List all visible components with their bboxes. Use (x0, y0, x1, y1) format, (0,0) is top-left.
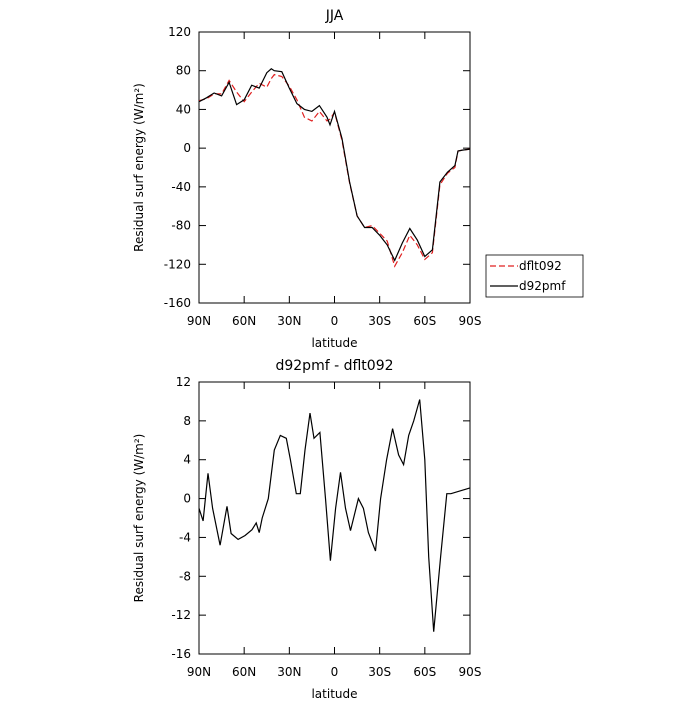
y-tick-label: -120 (164, 257, 191, 271)
data-line (198, 68, 471, 262)
x-tick-label: 30N (277, 314, 301, 328)
x-tick-label: 0 (331, 314, 339, 328)
x-tick-label: 60S (413, 314, 436, 328)
y-tick-label: 12 (176, 375, 191, 389)
y-axis-label: Residual surf energy (W/m²) (132, 434, 146, 603)
x-tick-label: 30S (368, 314, 391, 328)
y-tick-label: -16 (171, 647, 191, 661)
legend-label: d92pmf (519, 279, 566, 293)
y-tick-label: -160 (164, 296, 191, 310)
y-tick-label: 120 (168, 25, 191, 39)
chart-title: JJA (325, 8, 344, 24)
y-tick-label: 0 (183, 141, 191, 155)
y-tick-label: 8 (183, 414, 191, 428)
data-line (198, 399, 471, 632)
x-tick-label: 60S (413, 665, 436, 679)
y-tick-label: -4 (179, 530, 191, 544)
x-tick-label: 60N (232, 314, 256, 328)
x-tick-label: 90S (459, 314, 482, 328)
y-tick-label: 80 (176, 64, 191, 78)
y-tick-label: 4 (183, 453, 191, 467)
plot-frame (198, 31, 471, 304)
x-tick-label: 30S (368, 665, 391, 679)
y-tick-label: -40 (171, 180, 191, 194)
x-tick-label: 90S (459, 665, 482, 679)
x-tick-label: 90N (187, 665, 211, 679)
chart-title: d92pmf - dflt092 (275, 358, 393, 374)
y-tick-label: -8 (179, 569, 191, 583)
y-tick-label: 0 (183, 492, 191, 506)
y-axis-label: Residual surf energy (W/m²) (132, 83, 146, 252)
x-tick-label: 60N (232, 665, 256, 679)
y-tick-label: 40 (176, 102, 191, 116)
y-tick-label: -80 (171, 219, 191, 233)
x-tick-label: 0 (331, 665, 339, 679)
legend-box (485, 254, 584, 298)
x-axis-label: latitude (311, 336, 357, 350)
legend-label: dflt092 (519, 259, 562, 273)
x-tick-label: 90N (187, 314, 211, 328)
x-axis-label: latitude (311, 687, 357, 700)
x-tick-label: 30N (277, 665, 301, 679)
data-line (198, 73, 471, 268)
y-tick-label: -12 (171, 608, 191, 622)
